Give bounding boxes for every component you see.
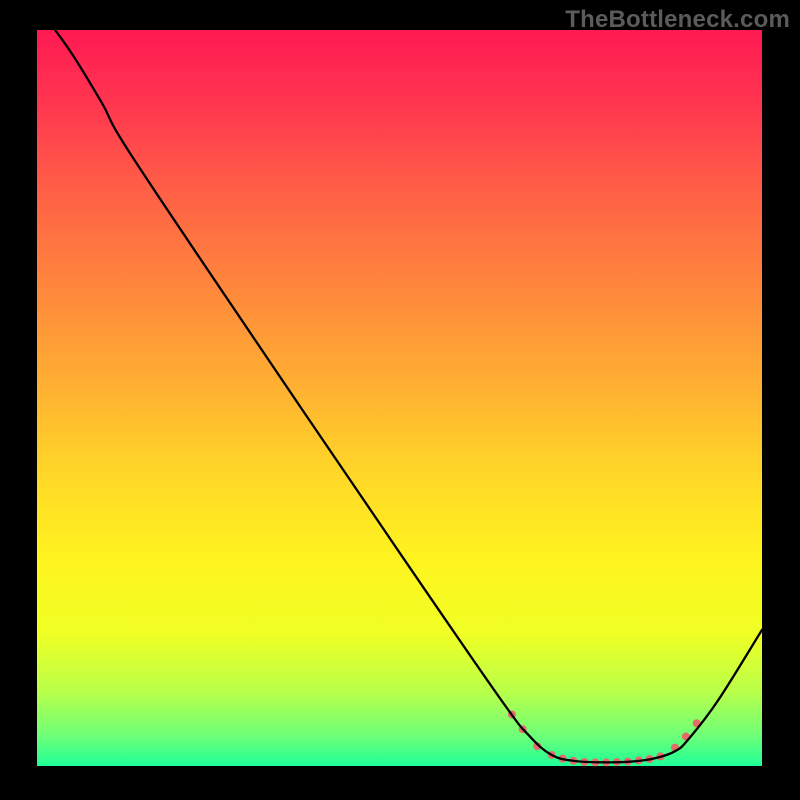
plot-background <box>37 30 762 766</box>
stage: TheBottleneck.com <box>0 0 800 800</box>
watermark-text: TheBottleneck.com <box>565 6 790 34</box>
chart-svg <box>0 0 800 800</box>
